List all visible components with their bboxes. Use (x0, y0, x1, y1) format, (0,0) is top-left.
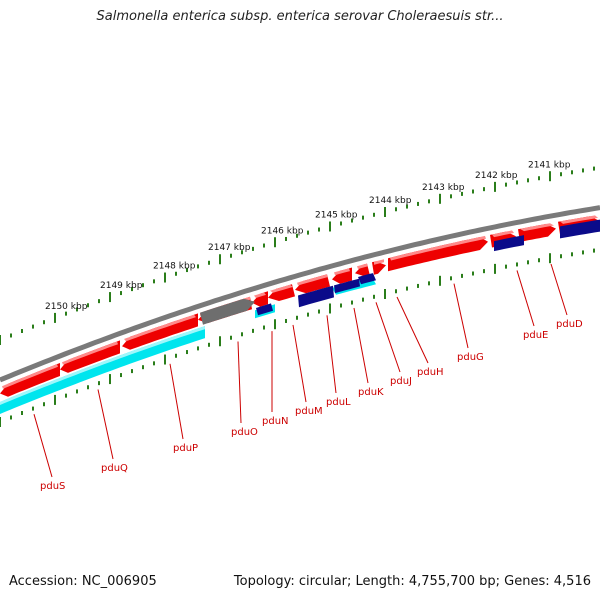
gene-arrow-highlight-14 (560, 215, 598, 224)
leader-line-pduJ (375, 302, 401, 373)
gene-label-pduD: pduD (556, 319, 583, 330)
gene-arrow-highlight-9 (357, 263, 368, 269)
gene-label-pduN: pduN (262, 416, 289, 427)
gene-block-navy-3 (334, 278, 360, 294)
gene-arrow-highlight-6 (270, 284, 293, 293)
gene-label-pduE: pduE (523, 330, 548, 341)
gene-label-pduG: pduG (457, 352, 484, 363)
gene-arrow-red-11 (388, 237, 488, 272)
gene-label-pduO: pduO (231, 427, 258, 438)
scale-label-1: 2150 kbp (45, 302, 88, 312)
gene-arrow-highlight-1 (2, 364, 58, 389)
topology-stats-text: Topology: circular; Length: 4,755,700 bp… (233, 574, 591, 589)
gene-arrow-highlight-5 (254, 292, 266, 298)
gene-arrow-red-6 (268, 284, 295, 301)
gene-arrow-red-10 (372, 261, 386, 275)
leader-line-pduD (550, 263, 568, 316)
gene-band-cyan-1 (0, 326, 205, 414)
scale-label-2: 2149 kbp (100, 281, 143, 291)
gene-arrow-highlight-11 (390, 235, 486, 261)
gene-arrow-red-5 (252, 291, 268, 307)
gene-block-navy-5 (494, 235, 524, 252)
leader-line-pduS (33, 414, 53, 478)
leader-line-pduE (516, 270, 535, 327)
scale-label-7: 2144 kbp (369, 196, 412, 206)
gene-block-navy-6 (560, 219, 600, 239)
scale-label-9: 2142 kbp (475, 171, 518, 181)
gene-label-pduM: pduM (295, 406, 323, 417)
map-title: Salmonella enterica subsp. enterica sero… (96, 9, 504, 24)
leader-line-pduM (292, 324, 307, 403)
gene-label-pduK: pduK (358, 387, 384, 398)
scale-label-6: 2145 kbp (315, 211, 358, 221)
accession-text: Accession: NC_006905 (9, 574, 157, 589)
gene-arrow-highlight-8 (334, 268, 350, 276)
scale-label-8: 2143 kbp (422, 183, 465, 193)
gene-arrow-highlight-10 (374, 259, 384, 265)
leader-line-pduQ (97, 389, 114, 460)
gene-label-pduS: pduS (40, 481, 65, 492)
gene-arrow-red-7 (295, 274, 330, 294)
leader-line-pduO (237, 341, 242, 424)
gene-arrow-highlight-3 (124, 314, 196, 342)
leader-line-pduP (169, 363, 184, 440)
gene-label-pduH: pduH (417, 367, 444, 378)
gene-arrow-highlight-7 (297, 274, 328, 286)
scale-label-10: 2141 kbp (528, 160, 571, 170)
gene-band-cyan-1-highlight (0, 326, 205, 405)
gene-arrow-highlight-13 (520, 223, 554, 232)
leader-line-pduG (453, 283, 469, 349)
scale-label-4: 2147 kbp (208, 243, 251, 253)
leader-line-pduH (396, 296, 429, 364)
leader-line-pduL (326, 315, 337, 394)
gene-label-pduQ: pduQ (101, 463, 128, 474)
gene-block-navy-2 (298, 285, 334, 308)
genome-backbone (0, 205, 600, 383)
leader-line-pduK (353, 307, 369, 384)
gene-arrow-highlight-12 (492, 230, 514, 238)
gene-arrow-highlight-2 (62, 341, 118, 365)
gene-arrow-gray (200, 298, 255, 325)
gene-block-navy-1 (256, 303, 273, 316)
scale-label-5: 2146 kbp (261, 226, 304, 236)
scale-label-3: 2148 kbp (153, 262, 196, 272)
gene-arrow-red-9 (355, 263, 370, 277)
gene-label-pduP: pduP (173, 443, 198, 454)
gene-label-pduJ: pduJ (390, 376, 412, 387)
gene-block-navy-4 (358, 273, 376, 285)
gene-label-pduL: pduL (326, 397, 351, 408)
